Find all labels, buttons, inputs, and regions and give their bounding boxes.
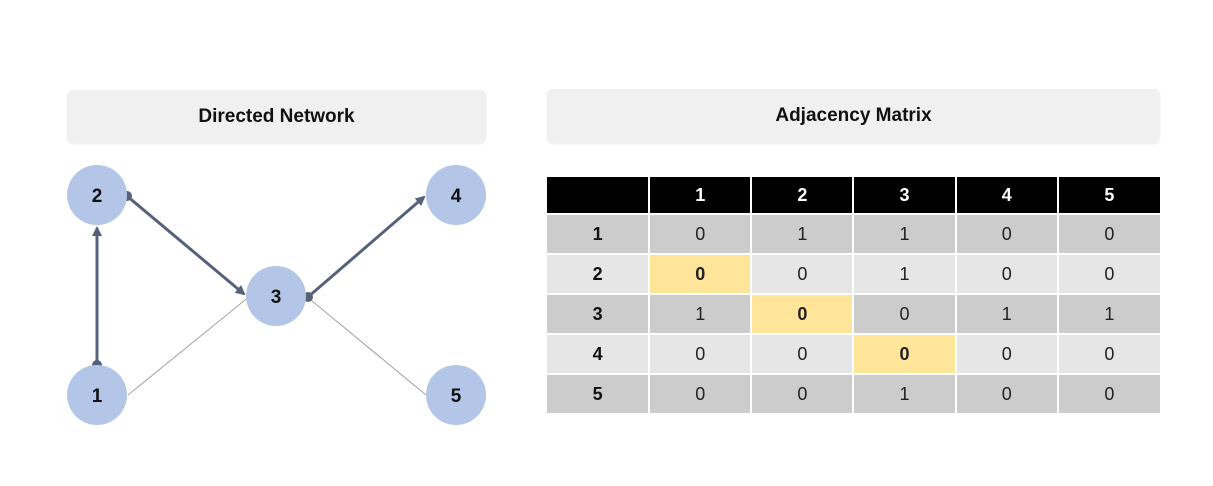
matrix-cell: 0 [751, 334, 855, 375]
node-2-label: 2 [92, 186, 103, 207]
matrix-row: 2 0 0 1 0 0 [547, 254, 1160, 295]
matrix-cell: 0 [751, 374, 855, 413]
matrix-row-header: 5 [547, 374, 651, 413]
matrix-col-header: 2 [751, 177, 855, 215]
matrix-cell: 0 [955, 374, 1059, 413]
matrix-row-header: 3 [547, 294, 651, 335]
matrix-row: 5 0 0 1 0 0 [547, 374, 1160, 413]
matrix-cell-highlighted: 0 [853, 334, 957, 375]
matrix-row: 3 1 0 0 1 1 [547, 294, 1160, 335]
edge-1-3 [127, 295, 251, 396]
network-title: Directed Network [67, 90, 486, 143]
matrix-corner-cell [547, 177, 651, 215]
node-4-label: 4 [451, 186, 462, 207]
matrix-cell: 1 [1057, 294, 1160, 335]
matrix-cell: 1 [751, 214, 855, 255]
node-3-label: 3 [271, 287, 282, 308]
matrix-cell: 0 [955, 214, 1059, 255]
matrix-cell: 0 [853, 294, 957, 335]
matrix-row-header: 1 [547, 214, 651, 255]
matrix-cell: 0 [751, 254, 855, 295]
matrix-col-header: 3 [853, 177, 957, 215]
matrix-col-header: 5 [1057, 177, 1160, 215]
matrix-col-header: 4 [955, 177, 1059, 215]
matrix-cell: 0 [1057, 334, 1160, 375]
matrix-cell: 1 [955, 294, 1059, 335]
edge-3-5 [305, 295, 427, 396]
matrix-col-header: 1 [649, 177, 753, 215]
node-3: 3 [246, 266, 306, 326]
matrix-cell: 0 [649, 374, 753, 413]
matrix-cell: 1 [649, 294, 753, 335]
matrix-header-row: 1 2 3 4 5 [547, 177, 1160, 215]
matrix-cell: 0 [649, 214, 753, 255]
matrix-cell: 1 [853, 374, 957, 413]
edge-2-3 [126, 194, 246, 296]
matrix-cell: 1 [853, 214, 957, 255]
node-2: 2 [67, 165, 127, 225]
node-5-label: 5 [451, 386, 462, 407]
matrix-cell: 0 [1057, 254, 1160, 295]
matrix-cell-highlighted: 0 [751, 294, 855, 335]
matrix-cell: 0 [955, 334, 1059, 375]
matrix-title: Adjacency Matrix [547, 89, 1160, 143]
matrix-cell: 0 [955, 254, 1059, 295]
matrix-cell: 1 [853, 254, 957, 295]
matrix-cell-highlighted: 0 [649, 254, 753, 295]
node-5: 5 [426, 365, 486, 425]
adjacency-matrix-table: 1 2 3 4 5 1 0 1 1 0 0 2 0 0 1 0 0 3 1 0 … [547, 177, 1160, 413]
matrix-cell: 0 [1057, 214, 1160, 255]
matrix-row-header: 2 [547, 254, 651, 295]
node-1-label: 1 [92, 386, 103, 407]
matrix-cell: 0 [1057, 374, 1160, 413]
node-1: 1 [67, 365, 127, 425]
matrix-cell: 0 [649, 334, 753, 375]
matrix-row-header: 4 [547, 334, 651, 375]
edge-3-4 [307, 195, 426, 299]
directed-network-diagram: 2 4 3 1 5 [67, 165, 486, 425]
matrix-row: 1 0 1 1 0 0 [547, 214, 1160, 255]
node-4: 4 [426, 165, 486, 225]
matrix-row: 4 0 0 0 0 0 [547, 334, 1160, 375]
